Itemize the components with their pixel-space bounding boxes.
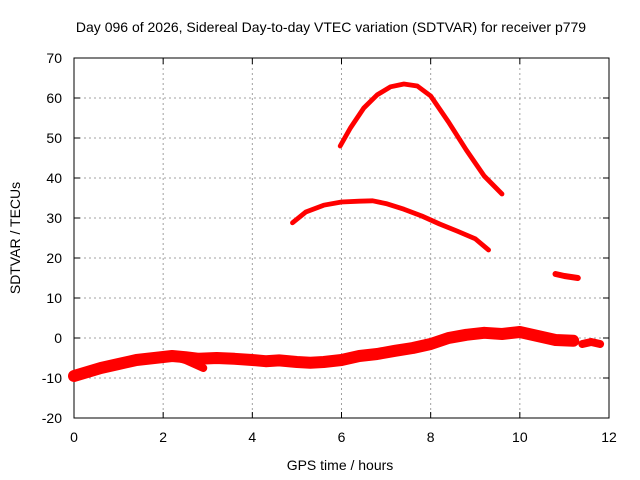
x-tick-label: 2 [159,429,167,445]
y-tick-label: 50 [46,130,62,146]
series-arc-4 [290,198,492,253]
series-arc-3 [578,338,605,348]
axis-ticks: 0 2 4 6 8 10 12 -20 -10 0 10 20 30 40 50 60 70 [42,50,617,445]
series-arc-1 [68,326,580,382]
series-arc-2 [168,352,208,372]
y-tick-label: 40 [46,170,62,186]
y-tick-label: 0 [54,330,62,346]
x-axis-label: GPS time / hours [287,457,394,473]
y-tick-label: 70 [46,50,62,66]
data-series [68,81,605,382]
x-tick-label: 0 [70,429,78,445]
y-axis-label: SDTVAR / TECUs [7,182,23,294]
y-tick-label: -20 [42,410,62,426]
x-tick-label: 6 [338,429,346,445]
y-tick-label: 20 [46,250,62,266]
y-tick-label: -10 [42,370,62,386]
x-tick-label: 10 [512,429,528,445]
series-arc-6 [552,271,581,281]
x-tick-label: 4 [248,429,256,445]
x-tick-label: 12 [601,429,617,445]
y-tick-label: 30 [46,210,62,226]
chart-title: Day 096 of 2026, Sidereal Day-to-day VTE… [76,19,586,35]
y-tick-label: 60 [46,90,62,106]
x-tick-label: 8 [427,429,435,445]
series-arc-5 [337,81,505,197]
y-tick-label: 10 [46,290,62,306]
